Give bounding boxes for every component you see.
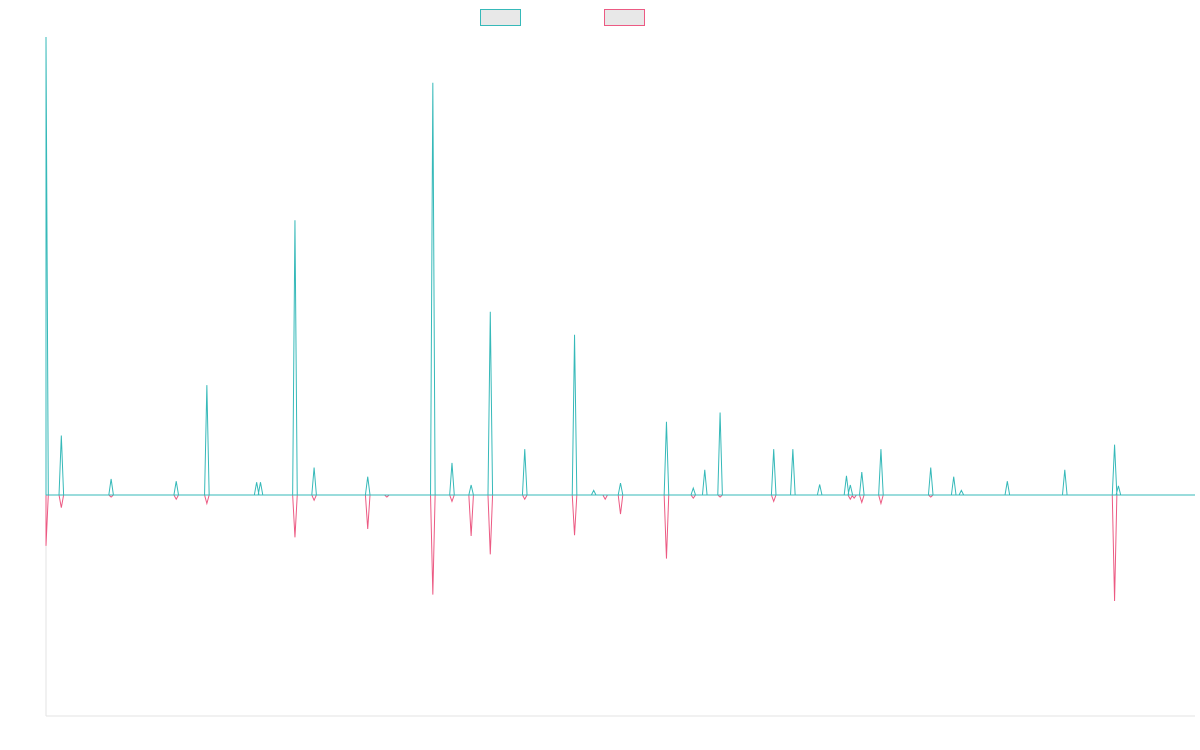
legend: [480, 9, 645, 26]
legend-swatch-series-1[interactable]: [480, 9, 521, 26]
legend-swatch-series-2[interactable]: [604, 9, 645, 26]
series-2-line: [45, 494, 1195, 602]
series-1-line: [45, 36, 1195, 496]
plot-area: [45, 36, 1195, 717]
